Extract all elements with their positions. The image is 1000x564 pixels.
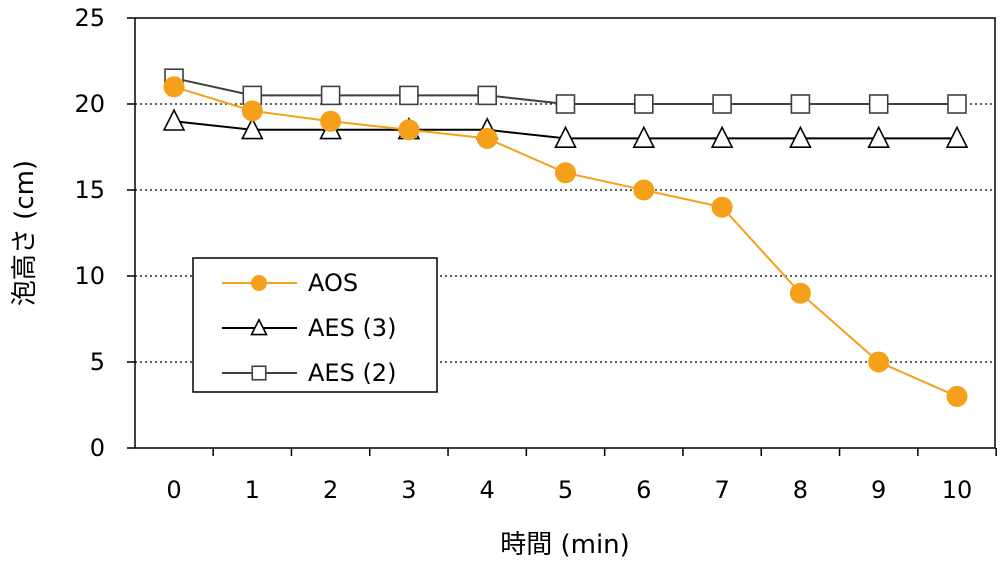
- legend-label: AES (2): [308, 359, 396, 387]
- data-point-square: [947, 94, 967, 114]
- data-point-circle: [476, 127, 498, 149]
- x-tick-label: 2: [323, 476, 338, 504]
- x-tick-label: 7: [714, 476, 729, 504]
- plot-frame: [134, 17, 996, 449]
- y-tick-label: 20: [74, 90, 105, 118]
- data-point-square: [477, 85, 498, 106]
- data-point-circle: [555, 162, 576, 184]
- data-point-triangle: [162, 108, 186, 131]
- data-point-triangle: [632, 125, 656, 148]
- data-point-circle: [711, 196, 733, 218]
- x-tick-label: 4: [480, 476, 495, 504]
- x-tick-label: 1: [245, 476, 260, 504]
- data-point-triangle: [710, 125, 734, 148]
- data-point-circle: [163, 76, 185, 98]
- legend-entry: AOS: [222, 269, 358, 297]
- legend-label: AOS: [308, 269, 358, 297]
- data-point-circle: [251, 275, 267, 291]
- x-axis: 0 1 2 3 4 5 6 7 8 9 10: [166, 448, 997, 504]
- legend-box: [192, 257, 438, 393]
- data-point-circle: [320, 110, 342, 132]
- data-point-circle: [946, 385, 968, 407]
- legend-label: AES (3): [308, 314, 396, 342]
- data-point-circle: [868, 351, 890, 373]
- data-point-square: [790, 94, 811, 114]
- data-point-circle: [789, 282, 811, 304]
- x-tick-label: 3: [401, 476, 416, 504]
- y-tick-label: 5: [90, 348, 105, 376]
- data-point-square: [712, 94, 732, 114]
- series-aos: [163, 76, 968, 407]
- y-axis: 0 5 10 15 20 25: [74, 4, 135, 462]
- data-point-triangle: [240, 117, 264, 140]
- data-point-triangle: [945, 125, 969, 148]
- legend-entry: AES (2): [222, 359, 396, 387]
- data-point-circle: [633, 179, 655, 201]
- y-tick-label: 10: [74, 262, 105, 290]
- x-tick-label: 6: [636, 476, 651, 504]
- data-point-triangle: [867, 125, 891, 148]
- data-point-square: [320, 85, 341, 106]
- data-point-square: [633, 94, 654, 114]
- data-point-square: [555, 94, 576, 114]
- data-point-triangle: [789, 125, 812, 148]
- x-tick-label: 10: [942, 476, 973, 504]
- data-point-triangle: [554, 125, 577, 148]
- data-point-square: [251, 365, 267, 381]
- x-tick-label: 9: [871, 476, 886, 504]
- y-tick-label: 15: [74, 176, 105, 204]
- y-tick-label: 25: [74, 4, 105, 32]
- x-tick-label: 8: [793, 476, 808, 504]
- x-axis-label: 時間 (min): [500, 530, 630, 560]
- data-point-circle: [241, 100, 263, 122]
- y-axis-label: 泡高さ (cm): [10, 160, 40, 306]
- series-aes-2-: [164, 68, 967, 114]
- data-point-square: [399, 85, 419, 106]
- data-point-triangle: [250, 317, 268, 336]
- x-tick-label: 5: [558, 476, 573, 504]
- data-point-circle: [398, 119, 420, 141]
- data-point-square: [868, 94, 889, 114]
- y-tick-label: 0: [90, 434, 105, 462]
- legend: AOS AES (3) AES (2): [192, 257, 438, 393]
- x-tick-label: 0: [166, 476, 181, 504]
- series-group: [162, 68, 969, 407]
- legend-entry: AES (3): [222, 314, 396, 342]
